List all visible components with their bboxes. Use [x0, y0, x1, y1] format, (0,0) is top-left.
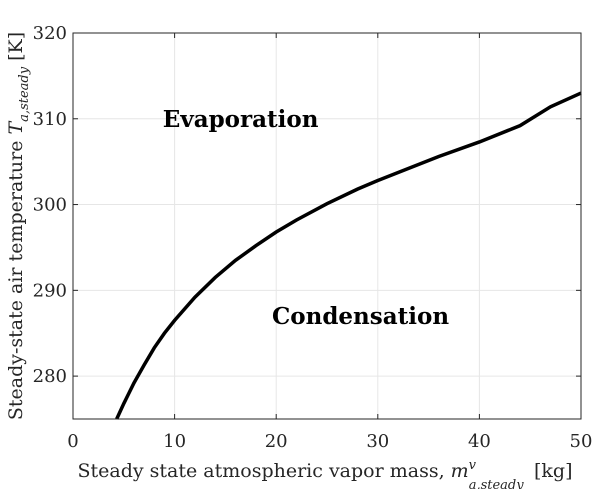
x-tick-label: 10 [163, 431, 186, 452]
y-axis-label-symbol: T [5, 120, 27, 134]
y-tick-label: 280 [33, 366, 67, 387]
y-axis-label-subscript: a,steady [17, 66, 32, 122]
x-tick-label: 0 [67, 431, 78, 452]
series-line [115, 91, 582, 420]
x-axis-label-symbol: m [451, 460, 469, 482]
x-axis-label-text: Steady state atmospheric vapor mass, [78, 460, 451, 482]
x-axis-label-unit: [kg] [528, 460, 573, 482]
x-tick-label: 50 [570, 431, 593, 452]
y-tick-label: 320 [33, 23, 67, 44]
y-tick-label: 290 [33, 280, 67, 301]
y-axis-label-text: Steady-state air temperature [5, 134, 27, 420]
y-axis-label-unit: [K] [5, 32, 27, 67]
y-tick-label: 310 [33, 109, 67, 130]
y-tick-label: 300 [33, 195, 67, 216]
tick-labels: 0 10 20 30 40 50 280 290 300 310 320 [33, 23, 593, 452]
annotation-label: Evaporation [163, 106, 319, 133]
x-tick-label: 40 [468, 431, 491, 452]
annotations: Evaporation Condensation [163, 106, 450, 330]
annotation-label: Condensation [272, 303, 449, 330]
plot-frame [72, 32, 582, 420]
y-axis-label: Steady-state air temperature Ta,steady [… [5, 32, 32, 420]
x-tick-label: 30 [366, 431, 389, 452]
x-tick-label: 20 [265, 431, 288, 452]
grid [73, 33, 581, 419]
x-axis-label: Steady state atmospheric vapor mass, ma,… [78, 458, 573, 489]
x-axis-label-subscript: a,steady [469, 478, 525, 489]
x-axis-label-superscript: v [469, 458, 477, 473]
ticks [72, 32, 582, 419]
